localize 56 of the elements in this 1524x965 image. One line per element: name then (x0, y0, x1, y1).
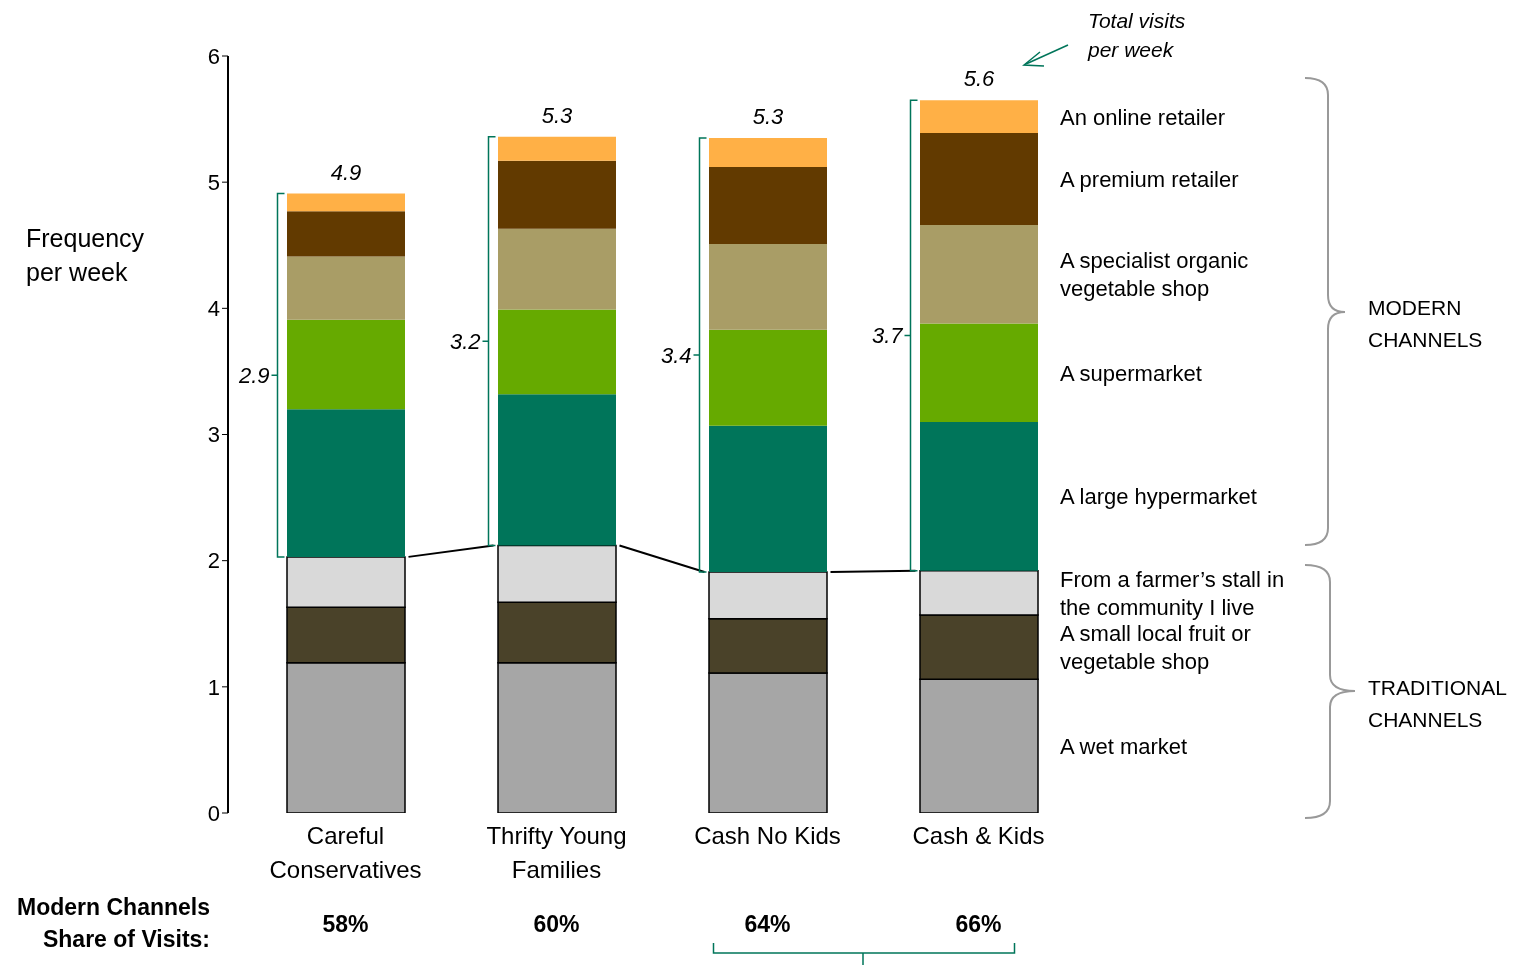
bar (709, 167, 827, 244)
bar (709, 329, 827, 426)
total-label: 5.3 (541, 102, 574, 128)
bar (920, 132, 1038, 226)
x-tick-label: Careful Conservatives (269, 821, 422, 883)
y-tick-label: 6 (207, 43, 220, 69)
y-axis-title: Frequency per week (26, 224, 145, 286)
bar (498, 309, 616, 395)
bar (709, 243, 827, 330)
bar (920, 323, 1038, 422)
bar (287, 193, 405, 212)
total-label: 4.9 (330, 159, 362, 185)
bar (920, 100, 1038, 133)
bar (287, 319, 405, 410)
y-tick-label: 0 (207, 800, 220, 826)
x-tick-label: Thrifty Young Families (486, 821, 627, 883)
x-tick-label: Cash No Kids (694, 821, 841, 849)
series-label: From a farmer’s stall in the community I live (1060, 566, 1285, 620)
bar (498, 394, 616, 546)
text: MODERN CHANNELS (1368, 295, 1483, 351)
text: 64% (744, 911, 791, 937)
annotation: 3.2 (449, 328, 481, 354)
bar (709, 138, 827, 168)
total-label: 5.6 (963, 66, 996, 92)
series-label: A large hypermarket (1060, 483, 1257, 509)
text: 58% (322, 911, 369, 937)
bar (498, 136, 616, 161)
y-tick-label: 5 (207, 169, 220, 195)
series-label: A wet market (1060, 733, 1188, 759)
y-tick-label: 2 (207, 548, 220, 574)
annotation: 3.7 (871, 322, 904, 348)
series-label: An online retailer (1060, 104, 1226, 130)
bar (920, 421, 1038, 571)
bar (287, 409, 405, 557)
series-label: A small local fruit or vegetable shop (1060, 620, 1251, 674)
bar (498, 160, 616, 229)
text: TRADITIONAL CHANNELS (1368, 675, 1507, 731)
text: 60% (533, 911, 580, 937)
series-label: A supermarket (1060, 360, 1202, 386)
y-tick-label: 4 (207, 296, 220, 322)
series-label: A premium retailer (1060, 166, 1239, 192)
bar (498, 228, 616, 310)
text: 66% (955, 911, 1002, 937)
bar (287, 256, 405, 320)
y-tick-label: 3 (207, 422, 220, 448)
annotation: 3.4 (660, 342, 692, 368)
bar (920, 225, 1038, 324)
x-tick-label: Cash & Kids (912, 821, 1045, 849)
annotation: 2.9 (237, 362, 270, 388)
y-tick-label: 1 (207, 674, 220, 700)
text: Total visits per week (1087, 8, 1186, 61)
series-label: A specialist organic vegetable shop (1060, 247, 1249, 301)
text: Modern Channels Share of Visits: (17, 894, 210, 952)
total-label: 5.3 (752, 104, 785, 130)
bar (709, 425, 827, 573)
bar (287, 211, 405, 257)
